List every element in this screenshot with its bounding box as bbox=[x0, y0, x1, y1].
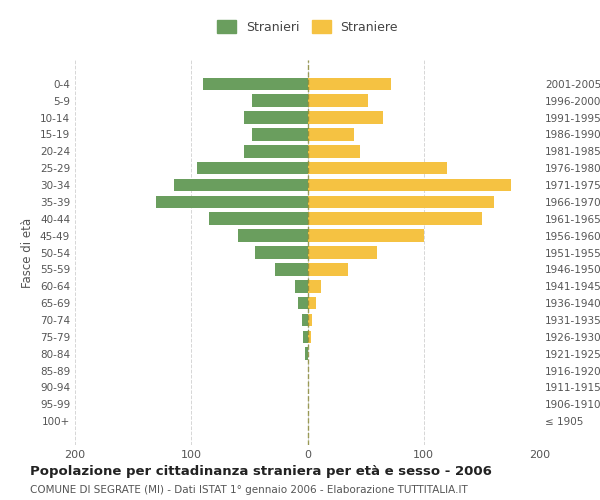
Bar bbox=[157, 196, 308, 208]
Bar bbox=[302, 314, 308, 326]
Bar bbox=[305, 348, 308, 360]
Bar bbox=[244, 111, 308, 124]
Bar bbox=[238, 230, 308, 242]
Bar bbox=[252, 128, 308, 141]
Bar bbox=[275, 263, 308, 276]
Bar bbox=[308, 263, 348, 276]
Text: COMUNE DI SEGRATE (MI) - Dati ISTAT 1° gennaio 2006 - Elaborazione TUTTITALIA.IT: COMUNE DI SEGRATE (MI) - Dati ISTAT 1° g… bbox=[30, 485, 468, 495]
Bar bbox=[174, 178, 308, 192]
Bar bbox=[298, 297, 308, 310]
Bar bbox=[308, 128, 354, 141]
Bar bbox=[308, 330, 311, 343]
Bar bbox=[308, 162, 447, 174]
Bar bbox=[197, 162, 308, 174]
Bar bbox=[308, 297, 316, 310]
Bar bbox=[308, 314, 312, 326]
Bar bbox=[308, 196, 493, 208]
Bar bbox=[308, 280, 322, 292]
Bar bbox=[308, 212, 482, 225]
Bar bbox=[252, 94, 308, 107]
Legend: Stranieri, Straniere: Stranieri, Straniere bbox=[213, 16, 402, 38]
Text: Popolazione per cittadinanza straniera per età e sesso - 2006: Popolazione per cittadinanza straniera p… bbox=[30, 465, 492, 478]
Bar bbox=[308, 145, 360, 158]
Bar bbox=[244, 145, 308, 158]
Bar bbox=[255, 246, 308, 259]
Y-axis label: Fasce di età: Fasce di età bbox=[22, 218, 34, 288]
Bar bbox=[303, 330, 308, 343]
Bar bbox=[203, 78, 308, 90]
Bar bbox=[308, 178, 511, 192]
Bar bbox=[308, 78, 391, 90]
Bar bbox=[308, 94, 368, 107]
Bar bbox=[295, 280, 308, 292]
Bar bbox=[308, 230, 424, 242]
Bar bbox=[209, 212, 308, 225]
Bar bbox=[308, 111, 383, 124]
Bar bbox=[308, 246, 377, 259]
